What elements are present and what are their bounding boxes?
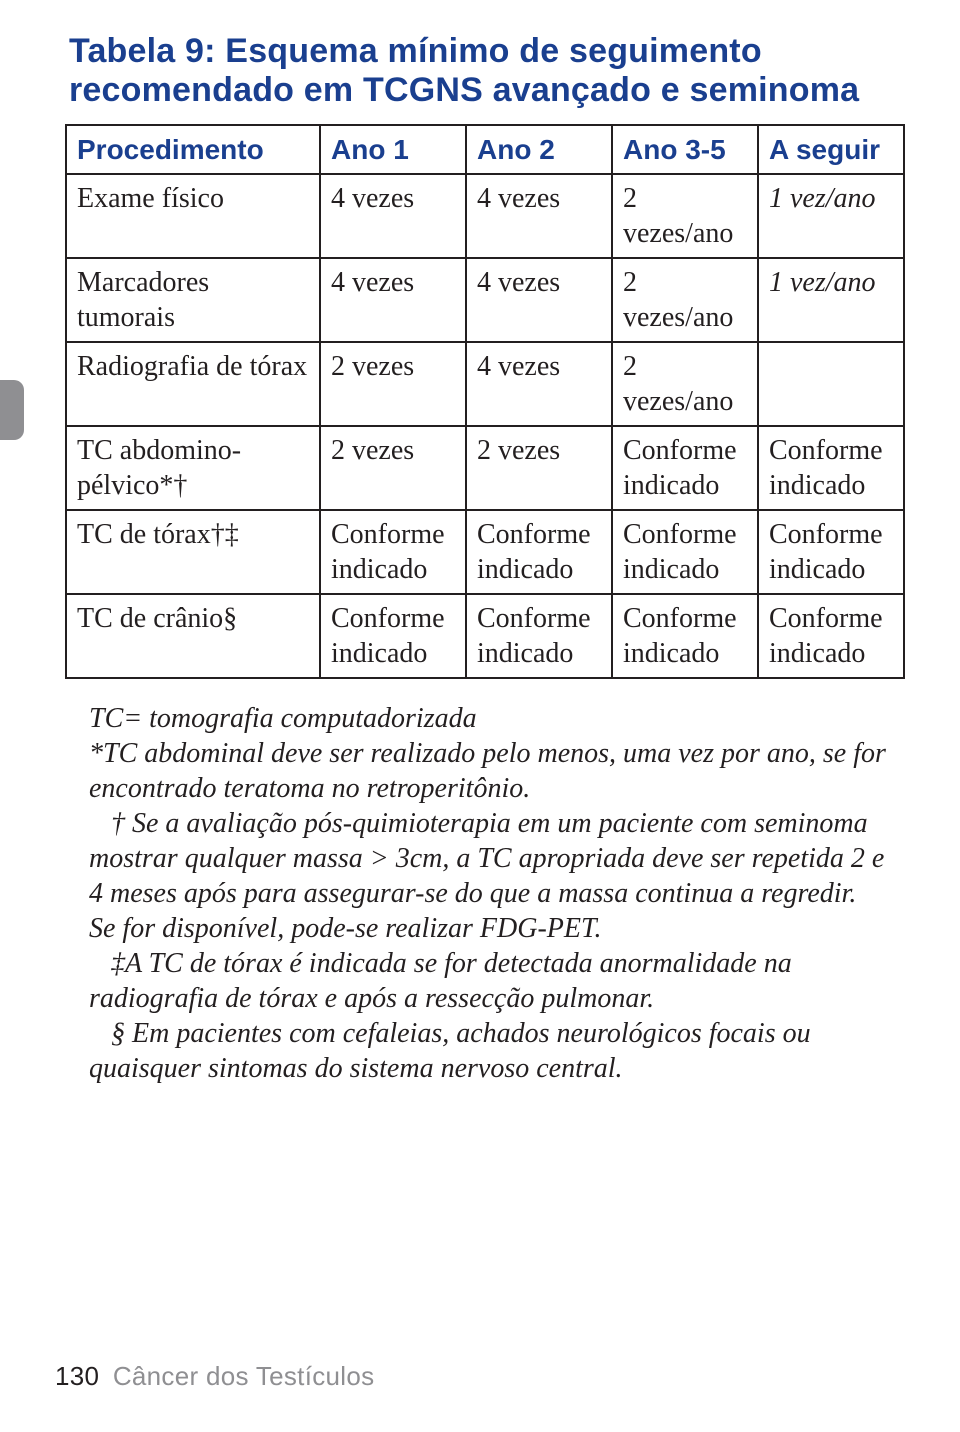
- footnote: TC= tomografia computadorizada: [89, 701, 889, 736]
- table-row: Marcadores tumorais 4 vezes 4 vezes 2 ve…: [66, 258, 904, 342]
- cell: Conforme indicado: [466, 594, 612, 678]
- table-row: TC de tórax†‡ Conforme indicado Conforme…: [66, 510, 904, 594]
- row-label: Exame físico: [66, 174, 320, 258]
- schedule-table: Procedimento Ano 1 Ano 2 Ano 3-5 A segui…: [65, 124, 905, 679]
- footnote: ‡A TC de tórax é indicada se for detecta…: [89, 946, 889, 1016]
- cell: 2 vezes/ano: [612, 258, 758, 342]
- col-aseguir: A seguir: [758, 125, 904, 174]
- row-label: Radiografia de tórax: [66, 342, 320, 426]
- cell: 2 vezes/ano: [612, 174, 758, 258]
- cell: 1 vez/ano: [758, 258, 904, 342]
- table-row: TC abdomino-pélvico*† 2 vezes 2 vezes Co…: [66, 426, 904, 510]
- cell: [758, 342, 904, 426]
- cell: Conforme indicado: [758, 510, 904, 594]
- row-label: TC de crânio§: [66, 594, 320, 678]
- row-label: TC de tórax†‡: [66, 510, 320, 594]
- cell: Conforme indicado: [612, 426, 758, 510]
- cell: Conforme indicado: [758, 426, 904, 510]
- col-ano1: Ano 1: [320, 125, 466, 174]
- row-label: TC abdomino-pélvico*†: [66, 426, 320, 510]
- col-ano2: Ano 2: [466, 125, 612, 174]
- cell: Conforme indicado: [320, 510, 466, 594]
- table-row: Radiografia de tórax 2 vezes 4 vezes 2 v…: [66, 342, 904, 426]
- cell: 4 vezes: [320, 174, 466, 258]
- col-ano35: Ano 3-5: [612, 125, 758, 174]
- cell: 2 vezes: [466, 426, 612, 510]
- cell: Conforme indicado: [320, 594, 466, 678]
- cell: Conforme indicado: [758, 594, 904, 678]
- table-row: Exame físico 4 vezes 4 vezes 2 vezes/ano…: [66, 174, 904, 258]
- footnotes: TC= tomografia computadorizada *TC abdom…: [89, 701, 889, 1086]
- cell: 2 vezes/ano: [612, 342, 758, 426]
- cell: Conforme indicado: [466, 510, 612, 594]
- side-tab: [0, 380, 24, 440]
- cell: 1 vez/ano: [758, 174, 904, 258]
- cell: 2 vezes: [320, 342, 466, 426]
- table-title: Tabela 9: Esquema mínimo de seguimento r…: [69, 32, 905, 110]
- cell: 2 vezes: [320, 426, 466, 510]
- page-footer: 130 Câncer dos Testículos: [55, 1361, 374, 1392]
- page-number: 130: [55, 1361, 99, 1391]
- row-label: Marcadores tumorais: [66, 258, 320, 342]
- cell: Conforme indicado: [612, 510, 758, 594]
- page: Tabela 9: Esquema mínimo de seguimento r…: [0, 0, 960, 1432]
- footnote: *TC abdominal deve ser realizado pelo me…: [89, 736, 889, 806]
- cell: Conforme indicado: [612, 594, 758, 678]
- footnote: † Se a avaliação pós-quimioterapia em um…: [89, 806, 889, 946]
- cell: 4 vezes: [466, 258, 612, 342]
- footnote: § Em pacientes com cefaleias, achados ne…: [89, 1016, 889, 1086]
- cell: 4 vezes: [466, 342, 612, 426]
- section-title: Câncer dos Testículos: [113, 1361, 375, 1391]
- col-procedimento: Procedimento: [66, 125, 320, 174]
- table-header-row: Procedimento Ano 1 Ano 2 Ano 3-5 A segui…: [66, 125, 904, 174]
- table-row: TC de crânio§ Conforme indicado Conforme…: [66, 594, 904, 678]
- cell: 4 vezes: [466, 174, 612, 258]
- cell: 4 vezes: [320, 258, 466, 342]
